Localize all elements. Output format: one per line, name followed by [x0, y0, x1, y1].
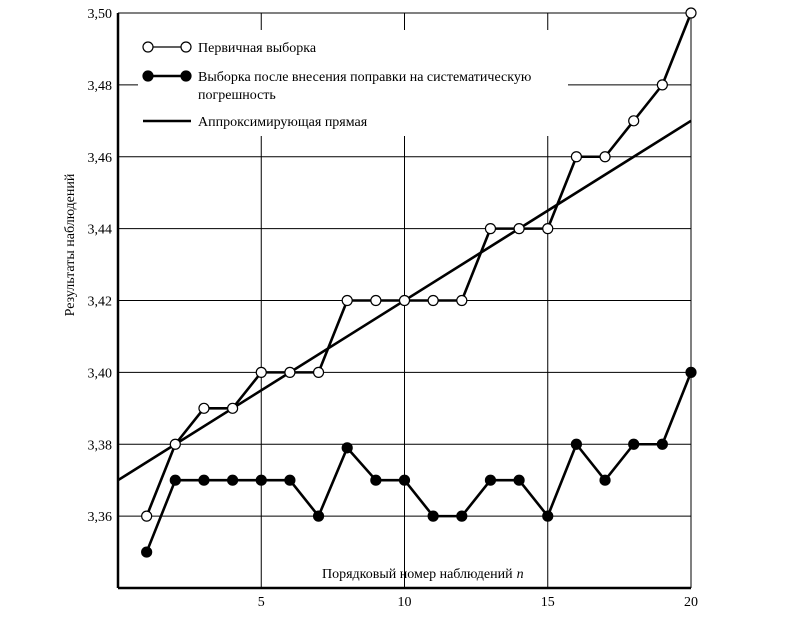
legend-label-corrected-line-1: Выборка после внесения поправки на систе…	[198, 70, 531, 85]
y-axis-label: Результаты наблюдений	[63, 173, 78, 316]
series-layer	[117, 7, 697, 558]
series-corrected-point-8	[341, 442, 353, 454]
series-corrected-line	[145, 371, 693, 553]
legend-swatch-marker-corrected-right	[180, 70, 192, 82]
series-corrected-point-1	[141, 546, 153, 558]
series-primary-point-7	[312, 366, 325, 378]
y-tick-label-3: 3,42	[88, 295, 113, 310]
x-tick-label-0: 5	[258, 595, 265, 610]
series-corrected-point-11	[427, 510, 439, 522]
series-primary-point-17	[599, 151, 611, 163]
series-primary-point-19	[656, 79, 668, 91]
series-corrected-point-5	[255, 474, 267, 486]
series-corrected-point-13	[484, 474, 497, 486]
series-primary-point-11	[427, 294, 439, 307]
series-primary-point-16	[570, 151, 583, 163]
legend: Первичная выборка Выборка после внесения…	[138, 30, 568, 136]
series-primary-point-8	[341, 294, 353, 307]
y-tick-label-4: 3,44	[88, 223, 113, 238]
y-tick-label-7: 3,50	[88, 7, 113, 22]
series-primary-point-4	[227, 402, 239, 414]
series-corrected-point-3	[198, 474, 210, 486]
series-primary-point-6	[284, 366, 296, 378]
series-primary-point-5	[255, 366, 267, 378]
series-primary-point-18	[628, 115, 640, 127]
legend-background	[138, 30, 568, 136]
series-corrected-point-15	[542, 510, 554, 522]
y-tick-label-1: 3,38	[88, 438, 113, 453]
legend-label-corrected: Выборка после внесения поправки на систе…	[198, 70, 531, 103]
x-tick-label-2: 15	[541, 595, 555, 610]
x-tick-labels: 5 10 15 20	[258, 595, 698, 610]
series-primary-point-13	[484, 223, 497, 235]
x-tick-label-1: 10	[398, 595, 412, 610]
y-tick-label-5: 3,46	[88, 151, 113, 166]
series-primary-point-15	[542, 223, 554, 235]
series-corrected-point-9	[370, 474, 382, 486]
y-tick-label-2: 3,40	[88, 366, 113, 381]
y-tick-label-0: 3,36	[88, 510, 113, 525]
series-primary-point-3	[198, 402, 210, 414]
x-axis-label: Порядковый номер наблюдений n	[322, 567, 524, 582]
series-primary-point-10	[398, 294, 411, 307]
series-corrected-point-19	[656, 438, 668, 450]
series-primary-point-12	[456, 294, 468, 307]
legend-label-approx: Аппроксимирующая прямая	[198, 115, 368, 130]
series-primary-point-1	[141, 510, 153, 522]
series-corrected-point-17	[599, 474, 611, 486]
y-tick-label-6: 3,48	[88, 79, 113, 94]
series-primary-point-2	[169, 438, 181, 450]
series-corrected-point-20	[685, 366, 697, 378]
series-corrected-point-6	[284, 474, 296, 486]
series-corrected-point-16	[570, 438, 583, 450]
legend-swatch-marker-primary-left	[142, 41, 154, 53]
x-axis-label-variable: n	[517, 567, 524, 582]
legend-label-primary: Первичная выборка	[198, 41, 317, 56]
legend-swatch-marker-corrected-left	[142, 70, 154, 82]
series-corrected-point-14	[513, 474, 525, 486]
series-primary-point-20	[685, 7, 697, 19]
legend-swatch-marker-primary-right	[180, 41, 192, 53]
series-corrected-point-7	[312, 510, 325, 522]
x-tick-label-3: 20	[684, 595, 698, 610]
series-corrected-point-18	[628, 438, 640, 450]
series-corrected-point-10	[398, 474, 411, 486]
series-corrected-point-2	[169, 474, 181, 486]
series-primary-point-9	[370, 294, 382, 307]
axes	[116, 13, 691, 590]
series-primary-point-14	[513, 223, 525, 235]
series-corrected-point-4	[227, 474, 239, 486]
series-corrected-point-12	[456, 510, 468, 522]
x-axis-label-text: Порядковый номер наблюдений	[322, 567, 513, 582]
legend-label-corrected-line-2: погрешность	[198, 88, 276, 103]
y-tick-labels: 3,36 3,38 3,40 3,42 3,44 3,46 3,48 3,50	[88, 7, 113, 525]
